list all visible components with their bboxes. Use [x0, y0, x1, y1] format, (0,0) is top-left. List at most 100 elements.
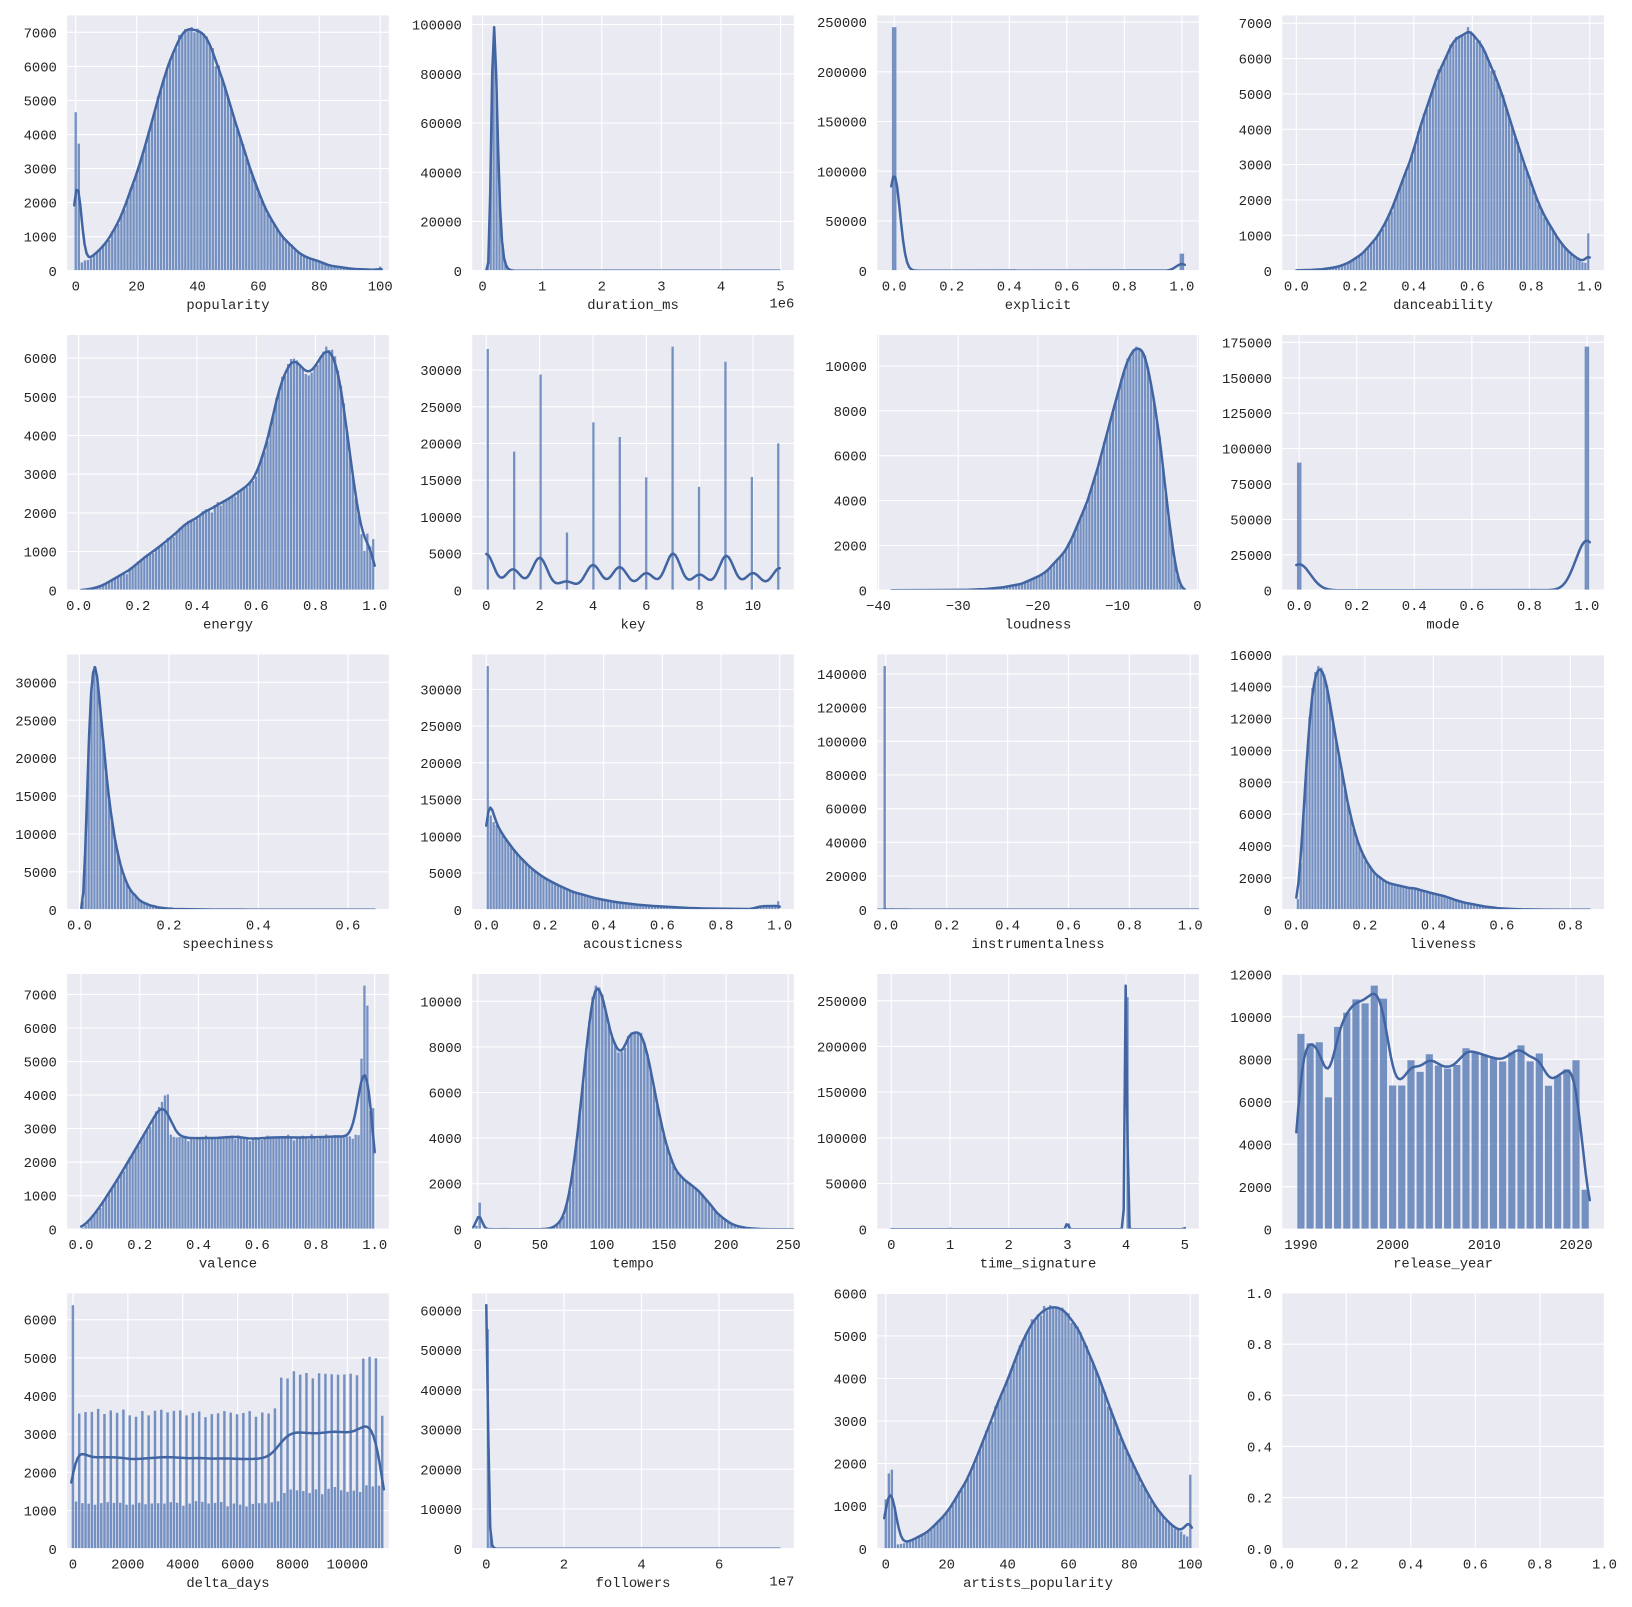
svg-text:mode: mode: [1426, 618, 1459, 634]
svg-text:40000: 40000: [420, 1384, 462, 1400]
svg-text:0.0: 0.0: [66, 599, 91, 615]
svg-text:1000: 1000: [24, 1505, 57, 1521]
svg-text:0.4: 0.4: [1398, 1558, 1423, 1574]
svg-text:0.4: 0.4: [186, 1238, 211, 1254]
svg-text:4: 4: [589, 599, 597, 615]
svg-text:0.2: 0.2: [156, 919, 181, 935]
svg-text:0.0: 0.0: [1287, 599, 1312, 615]
svg-text:0.8: 0.8: [1517, 599, 1542, 615]
svg-text:0.8: 0.8: [1247, 1338, 1272, 1354]
svg-text:2000: 2000: [24, 1156, 57, 1172]
svg-text:0.8: 0.8: [1558, 919, 1583, 935]
svg-text:0: 0: [1264, 265, 1272, 281]
svg-text:10000: 10000: [15, 828, 57, 844]
svg-text:30000: 30000: [420, 364, 462, 380]
svg-text:2000: 2000: [1239, 1181, 1272, 1197]
svg-text:0.0: 0.0: [1247, 1543, 1272, 1559]
svg-text:0: 0: [1193, 599, 1201, 615]
svg-text:8000: 8000: [834, 405, 867, 421]
svg-text:0: 0: [49, 1223, 57, 1239]
svg-text:6: 6: [715, 1558, 723, 1574]
svg-text:6000: 6000: [834, 1287, 867, 1303]
svg-text:1: 1: [538, 280, 546, 296]
svg-text:0.0: 0.0: [474, 919, 499, 935]
svg-text:50: 50: [532, 1238, 549, 1254]
svg-text:50000: 50000: [420, 1344, 462, 1360]
svg-text:0.2: 0.2: [1344, 599, 1369, 615]
svg-text:150000: 150000: [817, 116, 867, 132]
svg-text:100000: 100000: [412, 19, 462, 35]
svg-text:2: 2: [535, 599, 543, 615]
svg-text:0.8: 0.8: [1112, 280, 1137, 296]
svg-text:100: 100: [589, 1238, 614, 1254]
svg-text:−30: −30: [946, 599, 971, 615]
svg-text:energy: energy: [203, 618, 253, 634]
svg-text:20000: 20000: [420, 216, 462, 232]
svg-text:followers: followers: [596, 1576, 671, 1592]
svg-text:10000: 10000: [1230, 1011, 1272, 1027]
svg-text:0.8: 0.8: [1117, 919, 1142, 935]
svg-text:20000: 20000: [15, 752, 57, 768]
svg-text:175000: 175000: [1222, 336, 1272, 352]
svg-text:0.4: 0.4: [591, 919, 616, 935]
svg-text:0.6: 0.6: [1460, 280, 1485, 296]
svg-text:0.6: 0.6: [1054, 280, 1079, 296]
svg-text:20000: 20000: [420, 437, 462, 453]
svg-text:4: 4: [1122, 1238, 1130, 1254]
svg-text:−10: −10: [1105, 599, 1130, 615]
svg-text:1.0: 1.0: [362, 1238, 387, 1254]
svg-text:0.6: 0.6: [335, 919, 360, 935]
svg-text:delta_days: delta_days: [186, 1576, 269, 1592]
svg-text:2020: 2020: [1559, 1238, 1592, 1254]
svg-text:2000: 2000: [429, 1178, 462, 1194]
svg-text:0.4: 0.4: [997, 280, 1022, 296]
svg-text:80000: 80000: [825, 769, 867, 785]
svg-text:2: 2: [598, 280, 606, 296]
svg-text:0: 0: [859, 1223, 867, 1239]
svg-text:0: 0: [454, 584, 462, 600]
svg-text:danceability: danceability: [1393, 298, 1493, 314]
svg-text:6000: 6000: [834, 450, 867, 466]
svg-text:4000: 4000: [24, 1390, 57, 1406]
svg-text:6000: 6000: [24, 352, 57, 368]
svg-text:20000: 20000: [420, 757, 462, 773]
svg-text:80: 80: [311, 280, 328, 296]
svg-text:1.0: 1.0: [1574, 599, 1599, 615]
svg-text:2: 2: [560, 1558, 568, 1574]
svg-text:60000: 60000: [825, 803, 867, 819]
svg-text:2000: 2000: [1239, 872, 1272, 888]
svg-text:0.6: 0.6: [1459, 599, 1484, 615]
svg-text:0: 0: [859, 584, 867, 600]
svg-text:10000: 10000: [327, 1558, 369, 1574]
svg-text:0: 0: [454, 1543, 462, 1559]
svg-text:0.2: 0.2: [532, 919, 557, 935]
svg-text:0: 0: [454, 265, 462, 281]
svg-text:1.0: 1.0: [362, 599, 387, 615]
svg-text:0: 0: [478, 280, 486, 296]
svg-text:2010: 2010: [1468, 1238, 1501, 1254]
svg-text:60000: 60000: [420, 1304, 462, 1320]
svg-text:2000: 2000: [1239, 194, 1272, 210]
svg-text:0.4: 0.4: [1402, 599, 1427, 615]
svg-text:0.6: 0.6: [245, 1238, 270, 1254]
svg-text:12000: 12000: [1230, 713, 1272, 729]
svg-text:0.0: 0.0: [882, 280, 907, 296]
svg-text:0: 0: [454, 904, 462, 920]
svg-text:0: 0: [49, 584, 57, 600]
svg-text:0.6: 0.6: [650, 919, 675, 935]
svg-text:5000: 5000: [24, 1352, 57, 1368]
svg-text:40: 40: [999, 1558, 1016, 1574]
svg-text:5: 5: [776, 280, 784, 296]
svg-text:0: 0: [474, 1238, 482, 1254]
svg-text:7000: 7000: [24, 26, 57, 42]
svg-text:6000: 6000: [429, 1087, 462, 1103]
svg-text:40: 40: [189, 280, 206, 296]
svg-text:1.0: 1.0: [1169, 280, 1194, 296]
svg-text:5000: 5000: [429, 548, 462, 564]
svg-text:explicit: explicit: [1005, 298, 1072, 314]
svg-text:4: 4: [717, 280, 725, 296]
svg-text:0.2: 0.2: [1343, 280, 1368, 296]
svg-text:0.8: 0.8: [1527, 1558, 1552, 1574]
svg-text:3000: 3000: [24, 1123, 57, 1139]
svg-text:100: 100: [368, 280, 393, 296]
